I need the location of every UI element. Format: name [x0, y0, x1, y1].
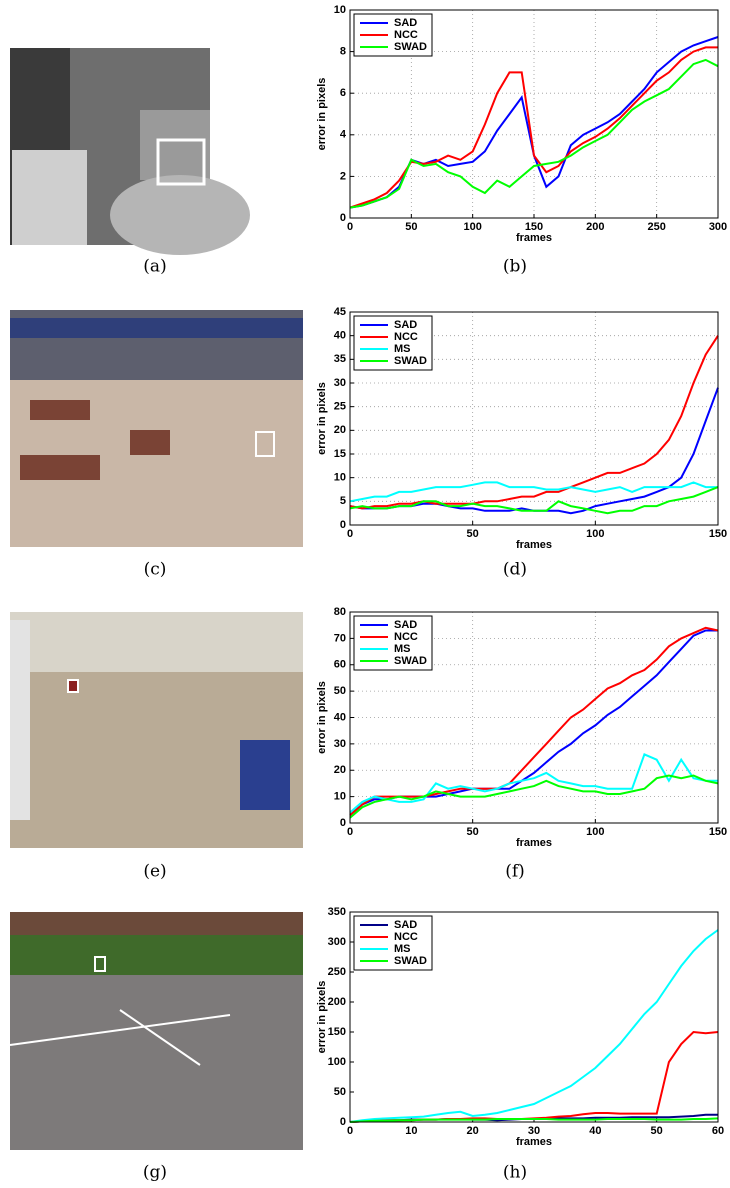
legend-label: MS — [394, 643, 411, 655]
y-tick-label: 25 — [334, 401, 346, 413]
y-tick-label: 0 — [340, 212, 346, 224]
y-tick-label: 15 — [334, 448, 346, 460]
caption: (b) — [503, 257, 527, 277]
x-axis-label: frames — [516, 232, 552, 244]
y-tick-label: 300 — [328, 936, 346, 948]
y-tick-label: 30 — [334, 738, 346, 750]
y-tick-label: 10 — [334, 4, 346, 16]
y-tick-label: 2 — [340, 170, 346, 182]
legend-label: SAD — [394, 919, 417, 931]
caption: (e) — [143, 862, 166, 882]
legend-label: SAD — [394, 319, 417, 331]
caption: (h) — [503, 1163, 527, 1183]
x-axis-label: frames — [516, 1136, 552, 1148]
y-tick-label: 250 — [328, 966, 346, 978]
x-axis-label: frames — [516, 837, 552, 849]
y-tick-label: 8 — [340, 46, 346, 58]
x-tick-label: 100 — [586, 528, 604, 540]
y-tick-label: 50 — [334, 1086, 346, 1098]
y-tick-label: 10 — [334, 791, 346, 803]
legend-label: SWAD — [394, 41, 427, 53]
y-tick-label: 10 — [334, 472, 346, 484]
y-tick-label: 200 — [328, 996, 346, 1008]
x-tick-label: 50 — [651, 1125, 663, 1137]
y-tick-label: 0 — [340, 519, 346, 531]
figure: (a) (b) (c) (d) (e) (f) (g) (h) 02468100… — [0, 0, 730, 1188]
y-tick-label: 350 — [328, 906, 346, 918]
caption: (a) — [143, 257, 166, 277]
photo-e — [10, 612, 303, 848]
legend-label: SWAD — [394, 355, 427, 367]
y-tick-label: 70 — [334, 632, 346, 644]
y-axis-label: error in pixels — [316, 681, 328, 754]
y-tick-label: 0 — [340, 817, 346, 829]
y-tick-label: 20 — [334, 764, 346, 776]
y-axis-label: error in pixels — [316, 382, 328, 455]
y-tick-label: 80 — [334, 606, 346, 618]
x-tick-label: 50 — [467, 826, 479, 838]
legend-label: MS — [394, 343, 411, 355]
x-tick-label: 60 — [712, 1125, 724, 1137]
x-tick-label: 100 — [586, 826, 604, 838]
caption: (f) — [505, 862, 525, 882]
x-tick-label: 200 — [586, 221, 604, 233]
legend-label: MS — [394, 943, 411, 955]
legend-label: SAD — [394, 17, 417, 29]
caption: (d) — [503, 560, 527, 580]
y-tick-label: 5 — [340, 495, 346, 507]
y-tick-label: 60 — [334, 659, 346, 671]
x-tick-label: 100 — [463, 221, 481, 233]
y-axis-label: error in pixels — [316, 78, 328, 151]
x-tick-label: 0 — [347, 528, 353, 540]
caption: (g) — [143, 1163, 167, 1183]
x-tick-label: 300 — [709, 221, 727, 233]
x-tick-label: 50 — [467, 528, 479, 540]
legend-label: SWAD — [394, 655, 427, 667]
legend-label: NCC — [394, 631, 418, 643]
x-tick-label: 10 — [405, 1125, 417, 1137]
y-tick-label: 40 — [334, 330, 346, 342]
x-tick-label: 20 — [467, 1125, 479, 1137]
caption: (c) — [144, 560, 167, 580]
x-tick-label: 0 — [347, 826, 353, 838]
y-tick-label: 150 — [328, 1026, 346, 1038]
y-tick-label: 30 — [334, 377, 346, 389]
y-tick-label: 4 — [340, 129, 347, 141]
y-tick-label: 0 — [340, 1116, 346, 1128]
x-tick-label: 250 — [647, 221, 665, 233]
x-tick-label: 50 — [405, 221, 417, 233]
y-tick-label: 40 — [334, 711, 346, 723]
y-axis-label: error in pixels — [316, 981, 328, 1054]
legend-label: NCC — [394, 331, 418, 343]
x-tick-label: 150 — [709, 528, 727, 540]
y-tick-label: 6 — [340, 87, 346, 99]
y-tick-label: 20 — [334, 424, 346, 436]
legend-label: SWAD — [394, 955, 427, 967]
x-tick-label: 150 — [709, 826, 727, 838]
y-tick-label: 50 — [334, 685, 346, 697]
x-axis-label: frames — [516, 539, 552, 551]
legend-label: SAD — [394, 619, 417, 631]
legend-label: NCC — [394, 29, 418, 41]
x-tick-label: 40 — [589, 1125, 601, 1137]
y-tick-label: 100 — [328, 1056, 346, 1068]
legend-label: NCC — [394, 931, 418, 943]
y-tick-label: 35 — [334, 353, 346, 365]
photo-a — [10, 48, 250, 255]
x-tick-label: 0 — [347, 1125, 353, 1137]
photo-c — [10, 310, 303, 547]
y-tick-label: 45 — [334, 306, 346, 318]
x-tick-label: 0 — [347, 221, 353, 233]
photo-g — [10, 912, 303, 1150]
